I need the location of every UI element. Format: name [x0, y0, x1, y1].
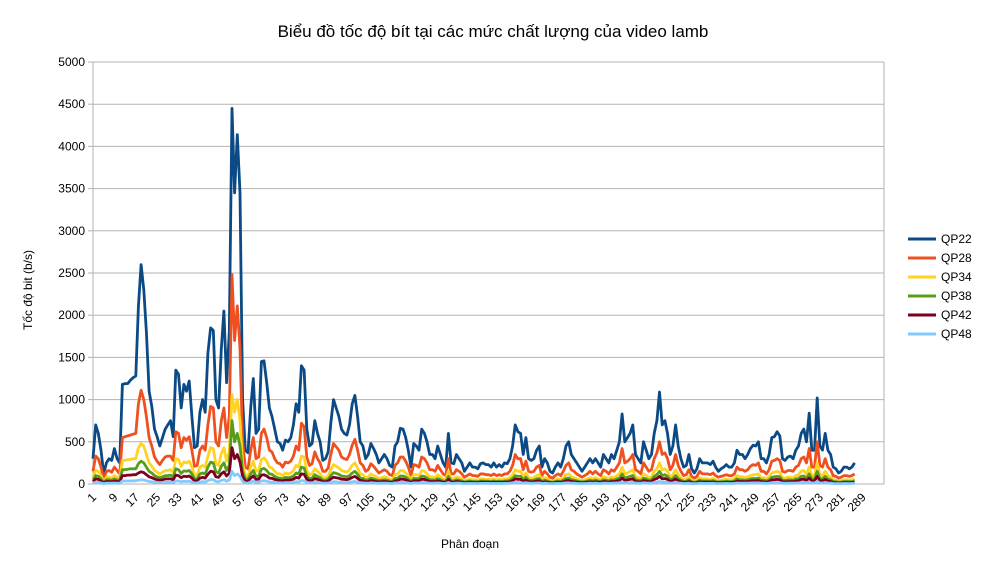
series-lines — [91, 107, 856, 486]
chart-title: Biểu đồ tốc độ bít tại các mức chất lượn… — [278, 22, 709, 41]
x-tick-label: 201 — [610, 490, 634, 514]
x-tick-label: 241 — [716, 490, 740, 514]
legend-label-qp22: QP22 — [941, 232, 972, 246]
y-tick-label: 4500 — [58, 97, 85, 111]
legend-label-qp48: QP48 — [941, 327, 972, 341]
x-tick-label: 249 — [738, 490, 762, 514]
x-tick-label: 105 — [353, 490, 377, 514]
x-tick-label: 9 — [106, 490, 121, 505]
x-tick-label: 153 — [481, 490, 505, 514]
x-tick-label: 65 — [251, 490, 271, 510]
y-tick-label: 0 — [78, 477, 85, 491]
y-tick-label: 2500 — [58, 266, 85, 280]
x-tick-label: 225 — [674, 490, 698, 514]
legend: QP22 QP28 QP34 QP38 QP42 QP48 — [908, 232, 972, 341]
y-tick-label: 3000 — [58, 224, 85, 238]
y-axis-label: Tốc độ bit (b/s) — [21, 250, 35, 330]
x-tick-label: 57 — [229, 490, 249, 510]
x-tick-label: 81 — [294, 490, 314, 510]
x-tick-label: 281 — [823, 490, 847, 514]
x-tick-label: 217 — [652, 490, 676, 514]
x-tick-label: 25 — [144, 490, 164, 510]
x-tick-label: 89 — [315, 490, 335, 510]
gridlines — [88, 61, 885, 485]
y-tick-label: 3500 — [58, 182, 85, 196]
x-tick-label: 17 — [123, 490, 143, 510]
series-line-qp34 — [91, 393, 856, 483]
x-axis-ticks: 1 9 17 25 33 41 49 57 65 73 81 89 971051131211291371… — [84, 490, 868, 514]
x-tick-label: 177 — [545, 490, 569, 514]
x-tick-label: 97 — [336, 490, 356, 510]
y-tick-label: 5000 — [58, 55, 85, 69]
x-tick-label: 265 — [781, 490, 805, 514]
x-tick-label: 273 — [802, 490, 826, 514]
x-tick-label: 129 — [417, 490, 441, 514]
legend-label-qp38: QP38 — [941, 289, 972, 303]
x-axis-label: Phân đoạn — [441, 537, 499, 551]
y-tick-label: 2000 — [58, 308, 85, 322]
y-tick-label: 1000 — [58, 393, 85, 407]
legend-label-qp28: QP28 — [941, 251, 972, 265]
x-tick-label: 233 — [695, 490, 719, 514]
legend-label-qp42: QP42 — [941, 308, 972, 322]
x-tick-label: 169 — [524, 490, 548, 514]
x-tick-label: 73 — [272, 490, 292, 510]
series-line-qp28 — [91, 273, 856, 481]
x-tick-label: 257 — [759, 490, 783, 514]
x-tick-label: 121 — [396, 490, 420, 514]
y-tick-label: 500 — [65, 435, 85, 449]
y-tick-label: 4000 — [58, 139, 85, 153]
y-tick-label: 1500 — [58, 350, 85, 364]
x-tick-label: 113 — [375, 490, 399, 514]
x-tick-label: 41 — [187, 490, 207, 510]
legend-label-qp34: QP34 — [941, 270, 972, 284]
x-tick-label: 145 — [460, 490, 484, 514]
series-line-qp22 — [91, 107, 856, 476]
x-tick-label: 193 — [588, 490, 612, 514]
x-tick-label: 137 — [438, 490, 462, 514]
series-line-qp48 — [92, 469, 855, 486]
x-tick-label: 209 — [631, 490, 655, 514]
x-tick-label: 33 — [165, 490, 185, 510]
x-tick-label: 161 — [503, 490, 527, 514]
x-tick-label: 289 — [845, 490, 869, 514]
y-axis-ticks: 0 500 1000 1500 2000 2500 3000 3500 4000 4500 5000 — [58, 55, 85, 491]
x-tick-label: 49 — [208, 490, 228, 510]
x-tick-label: 1 — [84, 490, 99, 505]
x-tick-label: 185 — [567, 490, 591, 514]
